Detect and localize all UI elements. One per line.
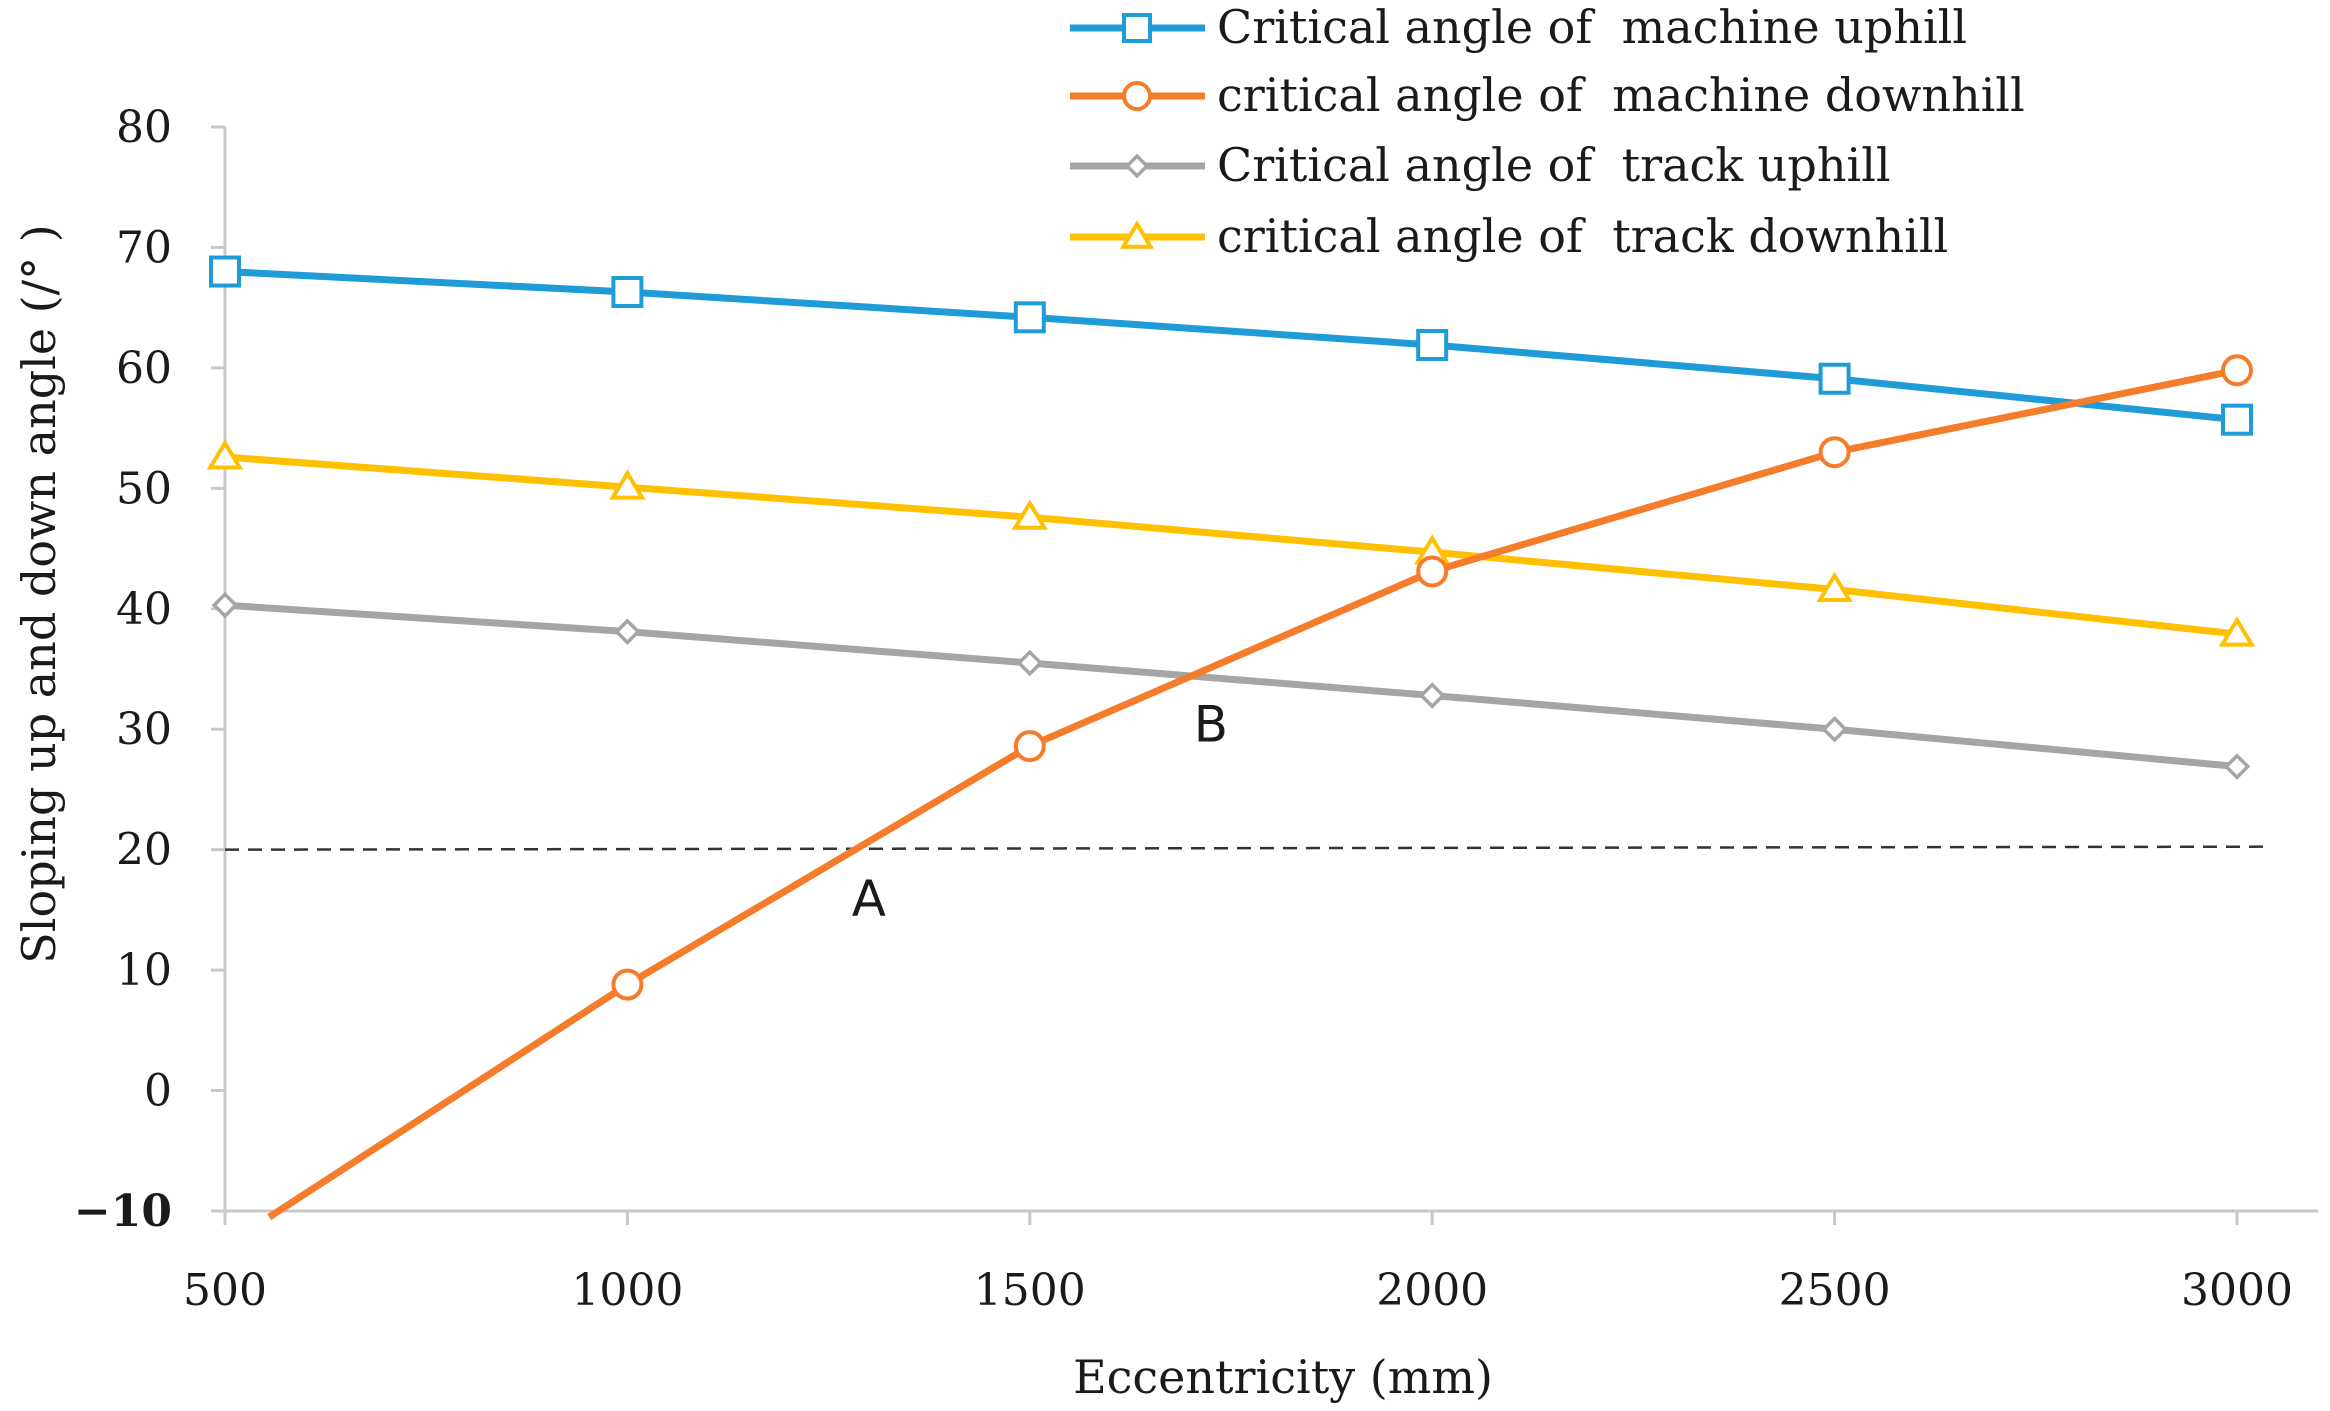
data-point (209, 255, 241, 288)
x-tick-label: 2000 (1376, 1265, 1488, 1316)
data-point (614, 618, 641, 645)
y-tick-label: 30 (116, 704, 172, 755)
y-axis-title: Sloping up and down angle (/° ) (12, 224, 66, 963)
data-point (609, 469, 646, 500)
data-point (1416, 329, 1449, 362)
legend-label: critical angle of machine downhill (1217, 68, 2025, 122)
y-tick-label: 10 (116, 945, 172, 996)
annotations: AB (852, 695, 1228, 928)
x-tick-label: 1000 (571, 1265, 683, 1316)
data-point (206, 439, 244, 470)
data-point (1013, 301, 1046, 334)
series-0 (209, 255, 2253, 436)
series-3 (206, 439, 2256, 647)
series-line (224, 601, 2238, 771)
data-point (1011, 499, 1049, 530)
annotation-label: B (1194, 695, 1228, 753)
data-point (1821, 715, 1848, 743)
legend-label: critical angle of track downhill (1217, 209, 1948, 263)
legend-label: Critical angle of track uphill (1217, 138, 1891, 192)
y-axis-ticks: 80 70 60 50 40 30 20 10 0 −10 (74, 102, 225, 1237)
legend-label: Critical angle of machine uphill (1217, 0, 1967, 54)
x-tick-label: 500 (183, 1265, 267, 1316)
legend-marker (1119, 220, 1155, 249)
legend-item: critical angle of machine downhill (1070, 68, 2025, 122)
x-tick-label: 2500 (1779, 1265, 1891, 1316)
series-line (267, 366, 2238, 1220)
legend-item: Critical angle of track uphill (1070, 138, 1891, 192)
series-line (224, 268, 2238, 424)
series-group (206, 255, 2256, 1220)
data-point (1416, 555, 1449, 588)
data-point (1818, 436, 1851, 469)
data-point (1816, 571, 1853, 603)
y-tick-label: 60 (116, 343, 172, 394)
reference-line-group (224, 845, 2270, 851)
y-tick-label: 80 (116, 102, 172, 153)
x-tick-label: 1500 (974, 1265, 1086, 1316)
y-tick-label: 20 (116, 825, 172, 876)
legend-marker (1124, 153, 1150, 179)
data-point (1818, 362, 1851, 395)
data-point (1013, 730, 1046, 763)
y-tick-label: 40 (116, 584, 172, 635)
data-point (1418, 682, 1446, 709)
annotation-label: A (852, 870, 886, 928)
x-tick-label: 3000 (2181, 1265, 2293, 1316)
data-point (2221, 403, 2253, 436)
data-point (611, 276, 644, 309)
y-tick-label: 70 (116, 222, 172, 273)
data-point (611, 968, 644, 1001)
y-tick-label: 0 (144, 1066, 172, 1117)
y-tick-label: 50 (116, 463, 172, 514)
reference-line (224, 845, 2270, 851)
x-axis-ticks: 500 1000 1500 2000 2500 3000 (183, 1211, 2293, 1316)
series-line (224, 453, 2238, 638)
series-1 (267, 354, 2253, 1220)
data-point (1016, 649, 1044, 677)
legend-marker (1122, 13, 1152, 43)
legend-item: critical angle of track downhill (1070, 209, 1948, 263)
series-2 (211, 591, 2251, 780)
legend: Critical angle of machine uphill critical… (1070, 0, 2025, 263)
legend-marker (1122, 81, 1152, 111)
axes (223, 127, 2318, 1213)
y-tick-label: −10 (74, 1186, 172, 1237)
legend-item: Critical angle of machine uphill (1070, 0, 1967, 54)
data-point (2223, 753, 2251, 780)
data-point (2218, 616, 2256, 647)
data-point (2221, 354, 2253, 387)
data-point (211, 591, 239, 619)
x-axis-title: Eccentricity (mm) (1073, 1350, 1493, 1404)
